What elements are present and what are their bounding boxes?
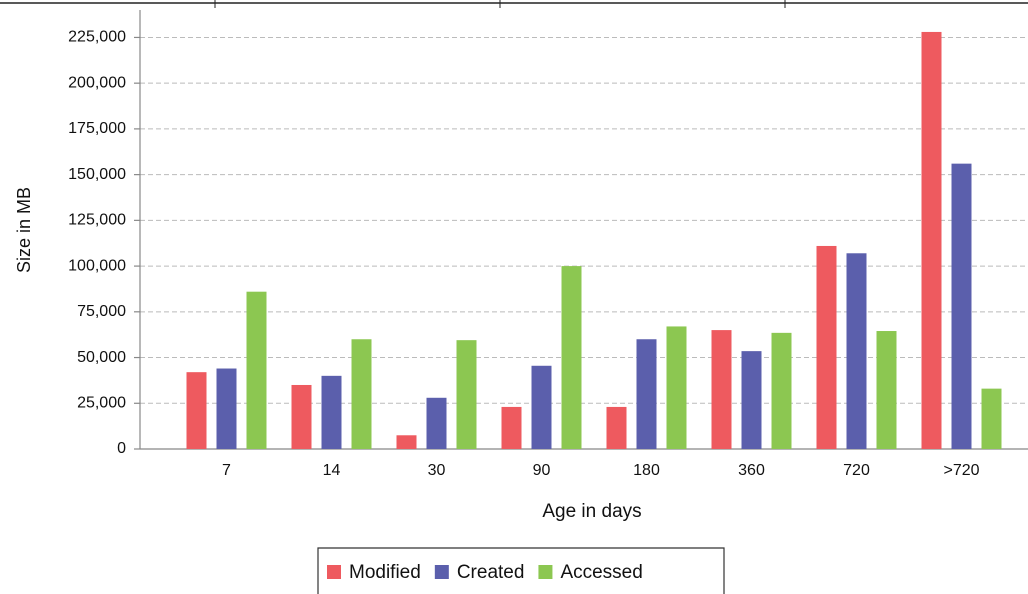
bar (216, 368, 237, 449)
x-tick-label: 7 (222, 462, 231, 479)
bar (246, 291, 267, 449)
bar (921, 31, 942, 449)
bar (321, 375, 342, 449)
x-tick-label: 30 (428, 462, 446, 479)
bar (636, 339, 657, 449)
bar (711, 330, 732, 449)
y-tick-label: 0 (117, 440, 126, 457)
y-axis-title: Size in MB (14, 187, 34, 273)
legend-label: Accessed (560, 562, 642, 583)
x-tick-label: 180 (633, 462, 660, 479)
bar (456, 340, 477, 449)
x-tick-label: >720 (943, 462, 979, 479)
bar (561, 266, 582, 449)
bar (876, 331, 897, 449)
y-tick-label: 175,000 (68, 120, 126, 137)
bar (186, 372, 207, 449)
y-tick-label: 225,000 (68, 29, 126, 46)
bar (816, 245, 837, 449)
y-tick-label: 50,000 (77, 349, 126, 366)
bar (531, 365, 552, 449)
bar (666, 326, 687, 449)
y-tick-label: 200,000 (68, 74, 126, 91)
legend-box (317, 547, 725, 594)
bar (351, 339, 372, 449)
bar (846, 253, 867, 449)
bar (291, 384, 312, 449)
legend-swatch (538, 565, 553, 579)
legend-swatch (434, 565, 449, 579)
bar (501, 406, 522, 449)
bar (951, 163, 972, 449)
legend-label: Created (457, 562, 525, 583)
x-tick-label: 360 (738, 462, 765, 479)
legend-label: Modified (349, 562, 421, 583)
x-tick-label: 720 (843, 462, 870, 479)
bar (741, 351, 762, 449)
bar (396, 435, 417, 449)
legend-swatch (327, 565, 341, 579)
x-tick-label: 14 (323, 462, 341, 479)
y-tick-label: 75,000 (77, 303, 126, 320)
x-tick-label: 90 (533, 462, 551, 479)
bar (771, 332, 792, 449)
y-tick-label: 100,000 (68, 257, 126, 274)
bar (981, 388, 1002, 449)
y-tick-label: 150,000 (68, 166, 126, 183)
bar (606, 406, 627, 449)
y-tick-label: 125,000 (68, 212, 126, 229)
y-tick-label: 25,000 (77, 394, 126, 411)
x-axis-title: Age in days (542, 501, 641, 522)
bar (426, 397, 447, 449)
